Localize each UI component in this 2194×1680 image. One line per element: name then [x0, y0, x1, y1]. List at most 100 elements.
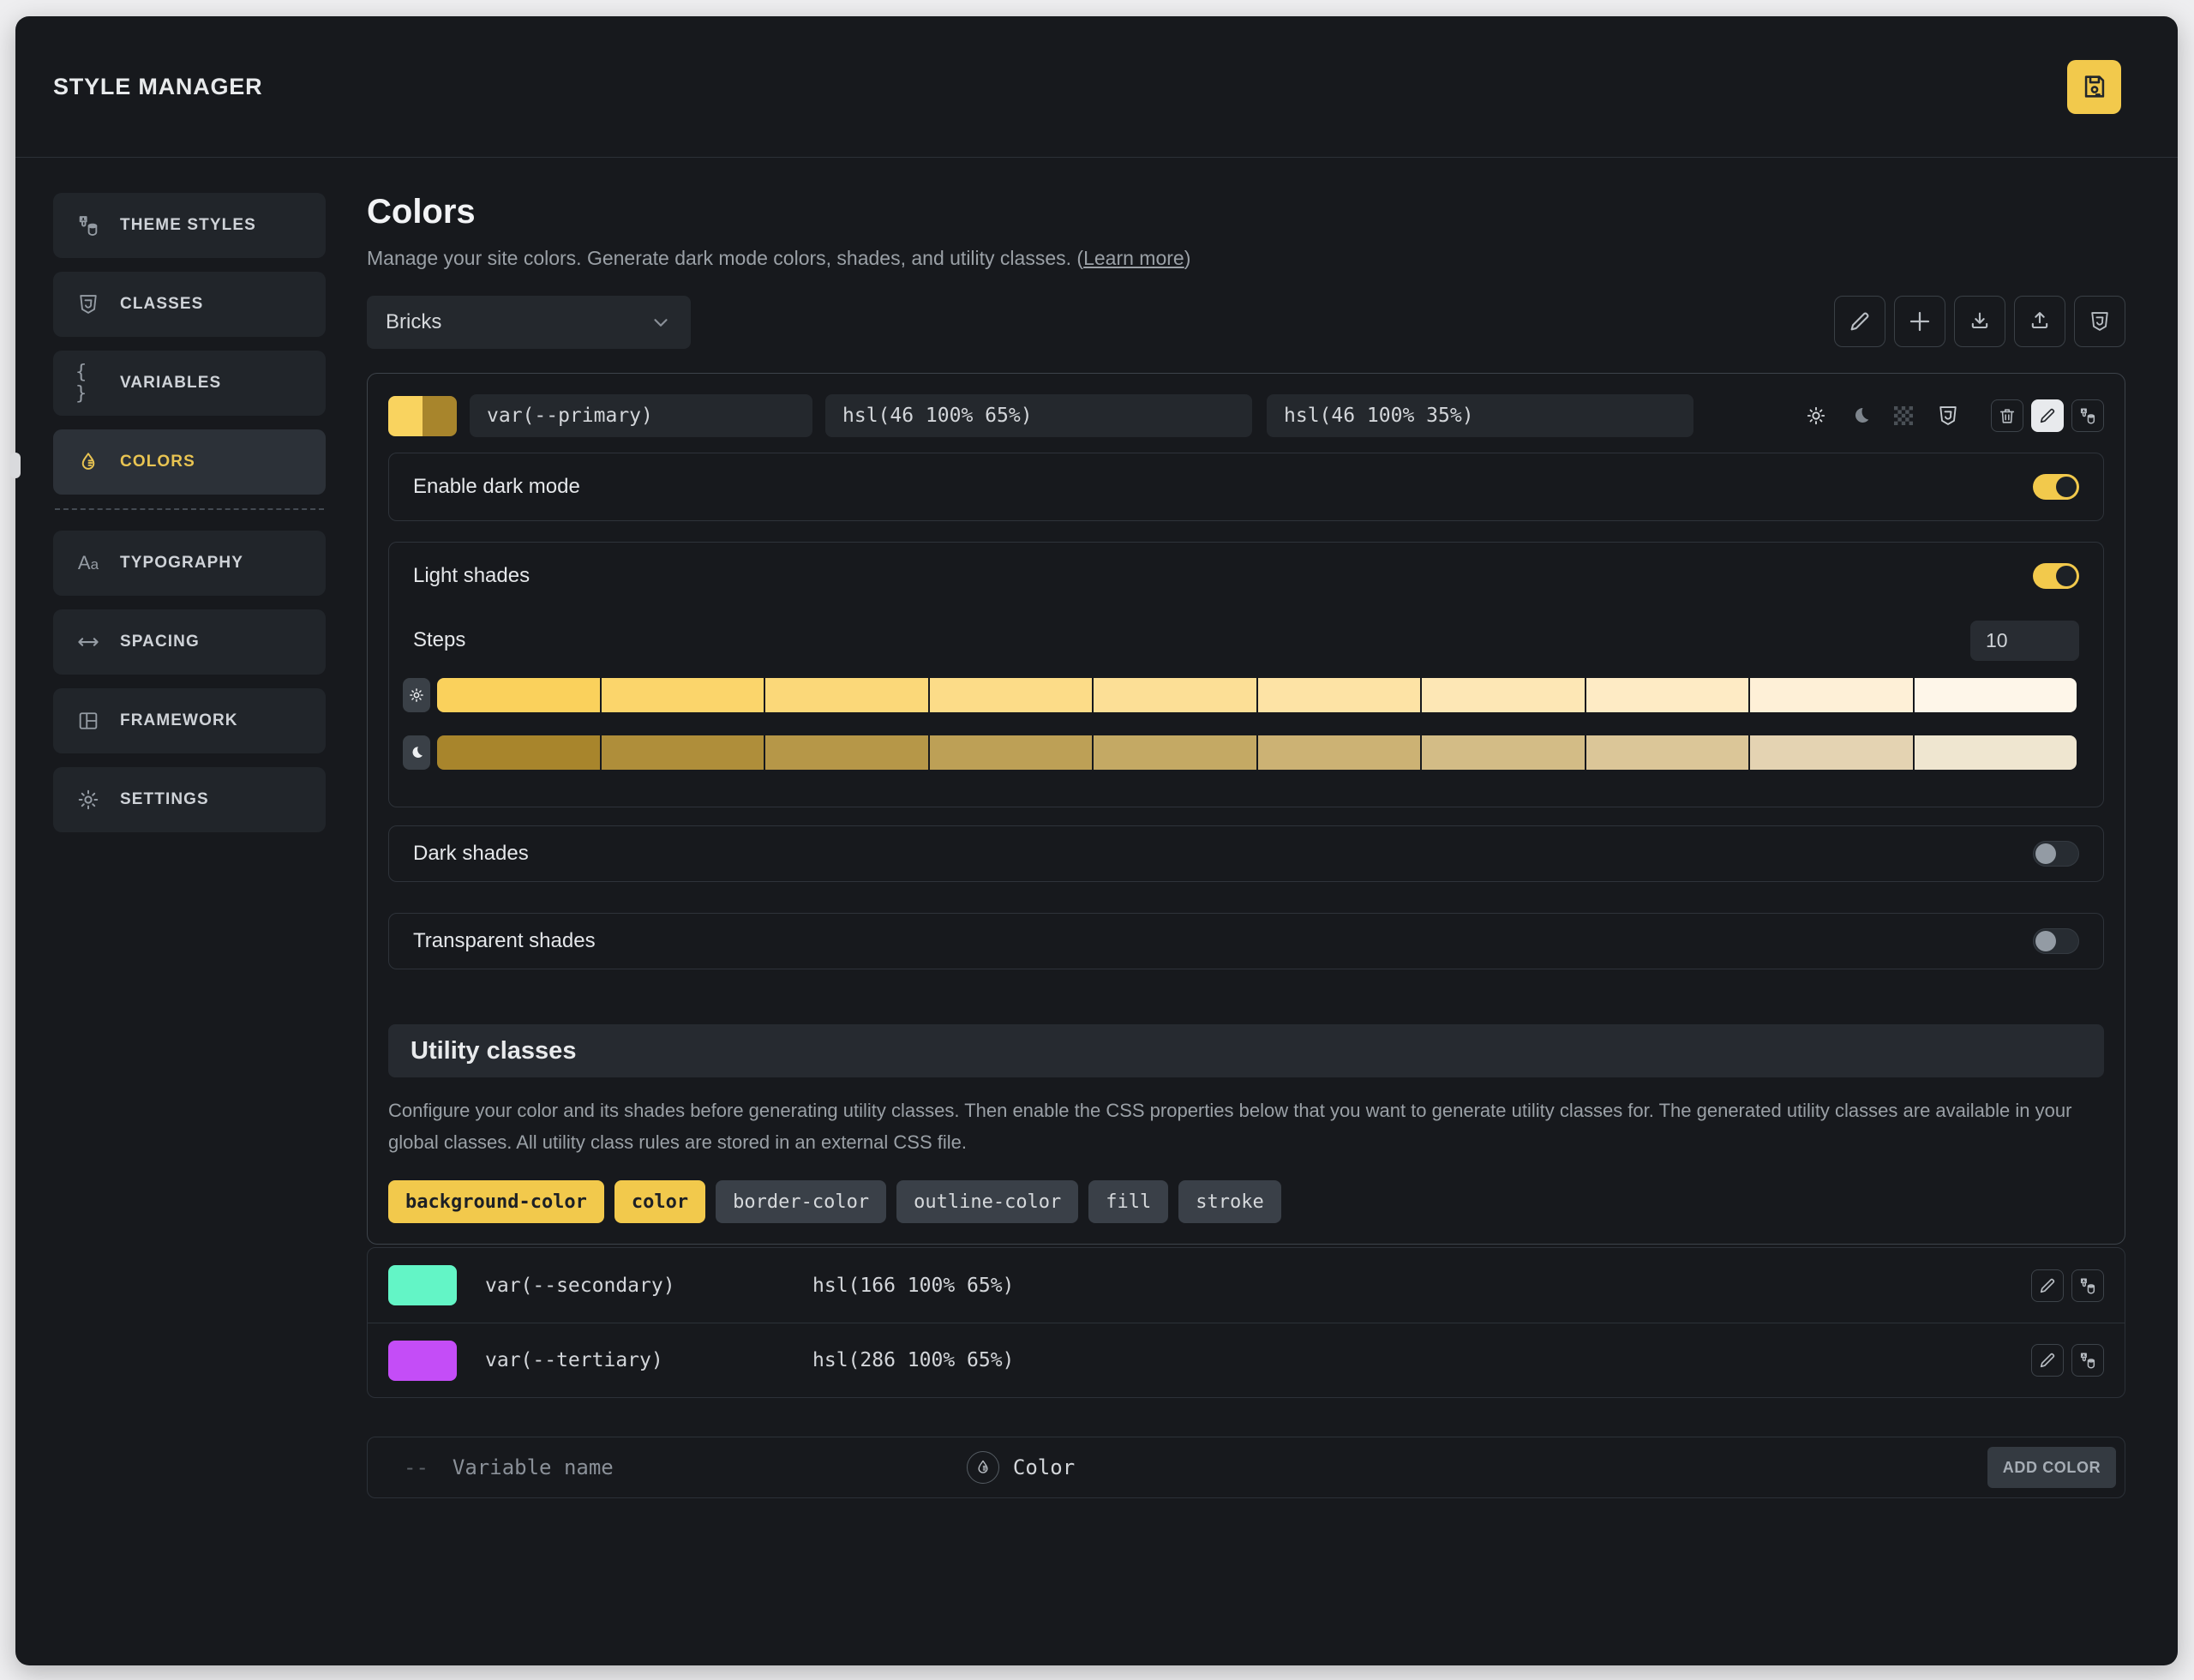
primary-color-swatch[interactable]: [388, 395, 457, 436]
primary-variable-input[interactable]: var(--primary): [470, 394, 812, 437]
theme-select-value: Bricks: [386, 310, 442, 333]
color-row-buttons: [2031, 1344, 2104, 1377]
shade-segment-4[interactable]: [929, 735, 1092, 770]
export-button[interactable]: [2014, 296, 2065, 347]
primary-swatch-light-half: [388, 395, 423, 436]
edit-color-button[interactable]: [2031, 1269, 2064, 1302]
dark-mode-shades-bar[interactable]: [437, 735, 2077, 770]
utility-classes-description: Configure your color and its shades befo…: [388, 1100, 2072, 1153]
sidebar-item-framework[interactable]: FRAMEWORK: [53, 688, 326, 753]
shade-segment-1[interactable]: [437, 678, 600, 712]
steps-label: Steps: [413, 628, 466, 651]
shade-segment-6[interactable]: [1257, 735, 1420, 770]
page-description-close: ): [1184, 247, 1191, 269]
dark-shades-toggle[interactable]: [2033, 841, 2079, 867]
primary-dark-value-input[interactable]: hsl(46 100% 35%): [1267, 394, 1693, 437]
drawer-handle[interactable]: [10, 453, 21, 478]
shade-segment-5[interactable]: [1094, 735, 1256, 770]
shade-segment-8[interactable]: [1586, 678, 1748, 712]
transparent-shades-row: Transparent shades: [388, 913, 2104, 969]
shade-segment-7[interactable]: [1422, 678, 1585, 712]
theme-styles-button[interactable]: [2071, 1344, 2104, 1377]
shade-segment-8[interactable]: [1586, 735, 1748, 770]
app-header: STYLE MANAGER: [15, 16, 2178, 158]
theme-styles-button[interactable]: [2071, 399, 2104, 432]
floppy-save-icon: [2080, 72, 2109, 101]
css-button[interactable]: [2074, 296, 2125, 347]
css-shield-icon: [2088, 309, 2112, 333]
shade-segment-2[interactable]: [601, 678, 764, 712]
sidebar-item-label: VARIABLES: [120, 374, 222, 392]
save-button[interactable]: [2067, 59, 2121, 114]
utility-chip-outline-color[interactable]: outline-color: [896, 1180, 1079, 1223]
sidebar-item-theme-styles[interactable]: THEME STYLES: [53, 193, 326, 258]
sidebar-item-typography[interactable]: Aa TYPOGRAPHY: [53, 531, 326, 596]
shade-segment-1[interactable]: [437, 735, 600, 770]
primary-swatch-dark-half: [423, 395, 457, 436]
steps-input[interactable]: 10: [1970, 620, 2079, 661]
primary-light-value-input[interactable]: hsl(46 100% 65%): [825, 394, 1252, 437]
light-shades-label: Light shades: [413, 564, 531, 587]
paintbrush-bucket-icon: [2078, 1276, 2097, 1295]
shade-segment-4[interactable]: [929, 678, 1092, 712]
sidebar-item-spacing[interactable]: SPACING: [53, 609, 326, 675]
enable-dark-mode-row: Enable dark mode: [388, 453, 2104, 521]
sidebar-item-variables[interactable]: { } VARIABLES: [53, 351, 326, 416]
shade-segment-10[interactable]: [1914, 735, 2077, 770]
moon-icon[interactable]: [1850, 405, 1871, 426]
pencil-icon: [1848, 309, 1872, 333]
sidebar-item-colors[interactable]: COLORS: [53, 429, 326, 495]
sun-icon[interactable]: [1805, 405, 1827, 427]
toggle-knob: [2035, 931, 2056, 951]
rename-theme-button[interactable]: [1834, 296, 1885, 347]
utility-chip-border-color[interactable]: border-color: [716, 1180, 887, 1223]
light-shades-toggle[interactable]: [2033, 563, 2079, 589]
shade-segment-3[interactable]: [765, 678, 928, 712]
shade-segment-10[interactable]: [1914, 678, 2077, 712]
enable-dark-mode-toggle[interactable]: [2033, 474, 2079, 500]
css-shield-icon[interactable]: [1936, 404, 1960, 428]
sidebar-item-classes[interactable]: CLASSES: [53, 272, 326, 337]
add-theme-button[interactable]: [1894, 296, 1945, 347]
utility-chip-stroke[interactable]: stroke: [1178, 1180, 1281, 1223]
edit-color-button[interactable]: [2031, 1344, 2064, 1377]
shade-segment-6[interactable]: [1257, 678, 1420, 712]
color-picker-button[interactable]: [966, 1451, 999, 1484]
shade-segment-7[interactable]: [1422, 735, 1585, 770]
theme-styles-icon: [75, 213, 101, 237]
shade-segment-5[interactable]: [1094, 678, 1256, 712]
transparent-shades-toggle[interactable]: [2033, 928, 2079, 954]
sun-chip-icon: [403, 678, 430, 712]
shade-segment-9[interactable]: [1750, 735, 1913, 770]
page-description-text: Manage your site colors. Generate dark m…: [367, 247, 1084, 269]
utility-chip-fill[interactable]: fill: [1088, 1180, 1169, 1223]
utility-chip-color[interactable]: color: [614, 1180, 706, 1223]
delete-color-button[interactable]: [1991, 399, 2023, 432]
framework-icon: [75, 709, 101, 733]
shade-segment-9[interactable]: [1750, 678, 1913, 712]
learn-more-link[interactable]: Learn more: [1083, 247, 1184, 269]
color-input[interactable]: Color: [1012, 1455, 1076, 1479]
steps-row: Steps 10: [413, 609, 2079, 671]
utility-classes-title: Utility classes: [411, 1036, 577, 1065]
sidebar-item-settings[interactable]: SETTINGS: [53, 767, 326, 832]
color-value: hsl(166 100% 65%): [812, 1274, 1015, 1297]
add-color-button[interactable]: ADD COLOR: [1987, 1447, 2116, 1488]
shade-segment-2[interactable]: [601, 735, 764, 770]
light-shade-bar-row: [403, 678, 2077, 712]
theme-styles-button[interactable]: [2071, 1269, 2104, 1302]
transparency-checker-icon[interactable]: [1894, 406, 1913, 425]
light-shades-bar[interactable]: [437, 678, 2077, 712]
utility-chip-background-color[interactable]: background-color: [388, 1180, 604, 1223]
color-swatch[interactable]: [388, 1340, 457, 1381]
edit-color-button[interactable]: [2031, 399, 2064, 432]
primary-row-buttons: [1991, 399, 2104, 432]
color-swatch[interactable]: [388, 1265, 457, 1305]
primary-row-indicators: [1805, 404, 1960, 428]
theme-select-dropdown[interactable]: Bricks: [367, 296, 691, 349]
import-button[interactable]: [1954, 296, 2005, 347]
controls-row: Bricks: [367, 296, 2125, 349]
shield3-icon: [75, 292, 101, 316]
variable-name-input[interactable]: Variable name: [452, 1455, 614, 1479]
shade-segment-3[interactable]: [765, 735, 928, 770]
